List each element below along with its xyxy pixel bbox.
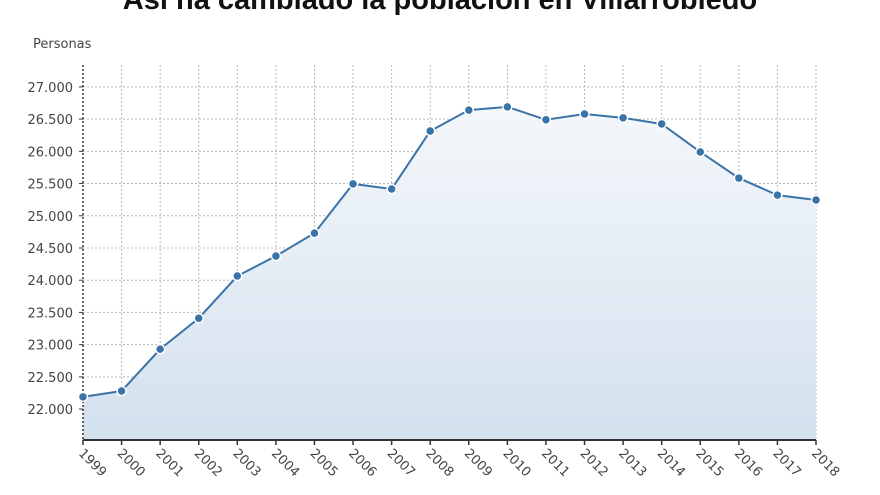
data-point <box>617 112 629 124</box>
data-point <box>463 104 475 116</box>
series-line <box>82 105 817 398</box>
y-tick-label: 26.000 <box>28 145 74 160</box>
data-point <box>193 312 204 324</box>
x-tick-label: 2002 <box>191 446 225 480</box>
y-tick-label: 22.000 <box>28 403 74 418</box>
x-tick-label: 2013 <box>615 446 649 480</box>
x-tick-label: 2000 <box>114 446 148 480</box>
data-point <box>309 227 320 239</box>
data-point <box>540 114 552 126</box>
data-point <box>502 101 513 113</box>
x-tick-label: 2016 <box>731 446 765 480</box>
x-tick-label: 2003 <box>229 446 263 480</box>
x-tick-label: 2014 <box>654 446 688 480</box>
x-tick-label: 2015 <box>692 446 726 480</box>
data-point <box>695 146 706 158</box>
x-tick-label: 2011 <box>538 446 572 480</box>
data-point <box>579 108 590 120</box>
x-tick-label: 2009 <box>461 446 495 480</box>
y-tick-label: 23.500 <box>28 306 74 321</box>
x-tick-label: 2004 <box>268 446 302 480</box>
x-tick-label: 2005 <box>307 446 341 480</box>
data-point <box>154 343 166 355</box>
y-tick-label: 22.500 <box>28 371 74 386</box>
x-tick-label: 2008 <box>422 446 456 480</box>
data-point <box>772 189 783 201</box>
y-tick-label: 24.500 <box>28 242 74 257</box>
chart-title: Así ha cambiado la población en Villarro… <box>123 0 757 16</box>
y-axis-label: Personas <box>33 37 92 52</box>
y-tick-label: 24.000 <box>28 274 74 289</box>
x-tick-label: 2010 <box>500 446 534 480</box>
data-point <box>347 178 359 190</box>
data-point <box>733 172 745 184</box>
y-tick-label: 25.500 <box>28 178 74 193</box>
data-point <box>424 125 436 137</box>
data-point <box>810 194 822 206</box>
y-tick-label: 26.500 <box>28 113 74 128</box>
x-tick-label: 2018 <box>808 446 842 480</box>
area-fill <box>83 106 816 441</box>
data-point <box>270 250 282 262</box>
data-point <box>116 385 127 397</box>
x-tick-label: 2017 <box>770 446 804 480</box>
x-tick-label: 2007 <box>384 446 418 480</box>
data-point <box>386 183 397 195</box>
y-tick-label: 27.000 <box>28 81 74 96</box>
data-point <box>656 118 667 130</box>
data-point <box>232 270 243 282</box>
x-tick-label: 1999 <box>75 446 109 480</box>
x-tick-label: 2006 <box>345 446 379 480</box>
y-tick-label: 23.000 <box>28 339 74 354</box>
y-tick-label: 25.000 <box>28 210 74 225</box>
x-tick-label: 2012 <box>577 446 611 480</box>
x-tick-label: 2001 <box>152 446 186 480</box>
data-point <box>77 391 89 403</box>
